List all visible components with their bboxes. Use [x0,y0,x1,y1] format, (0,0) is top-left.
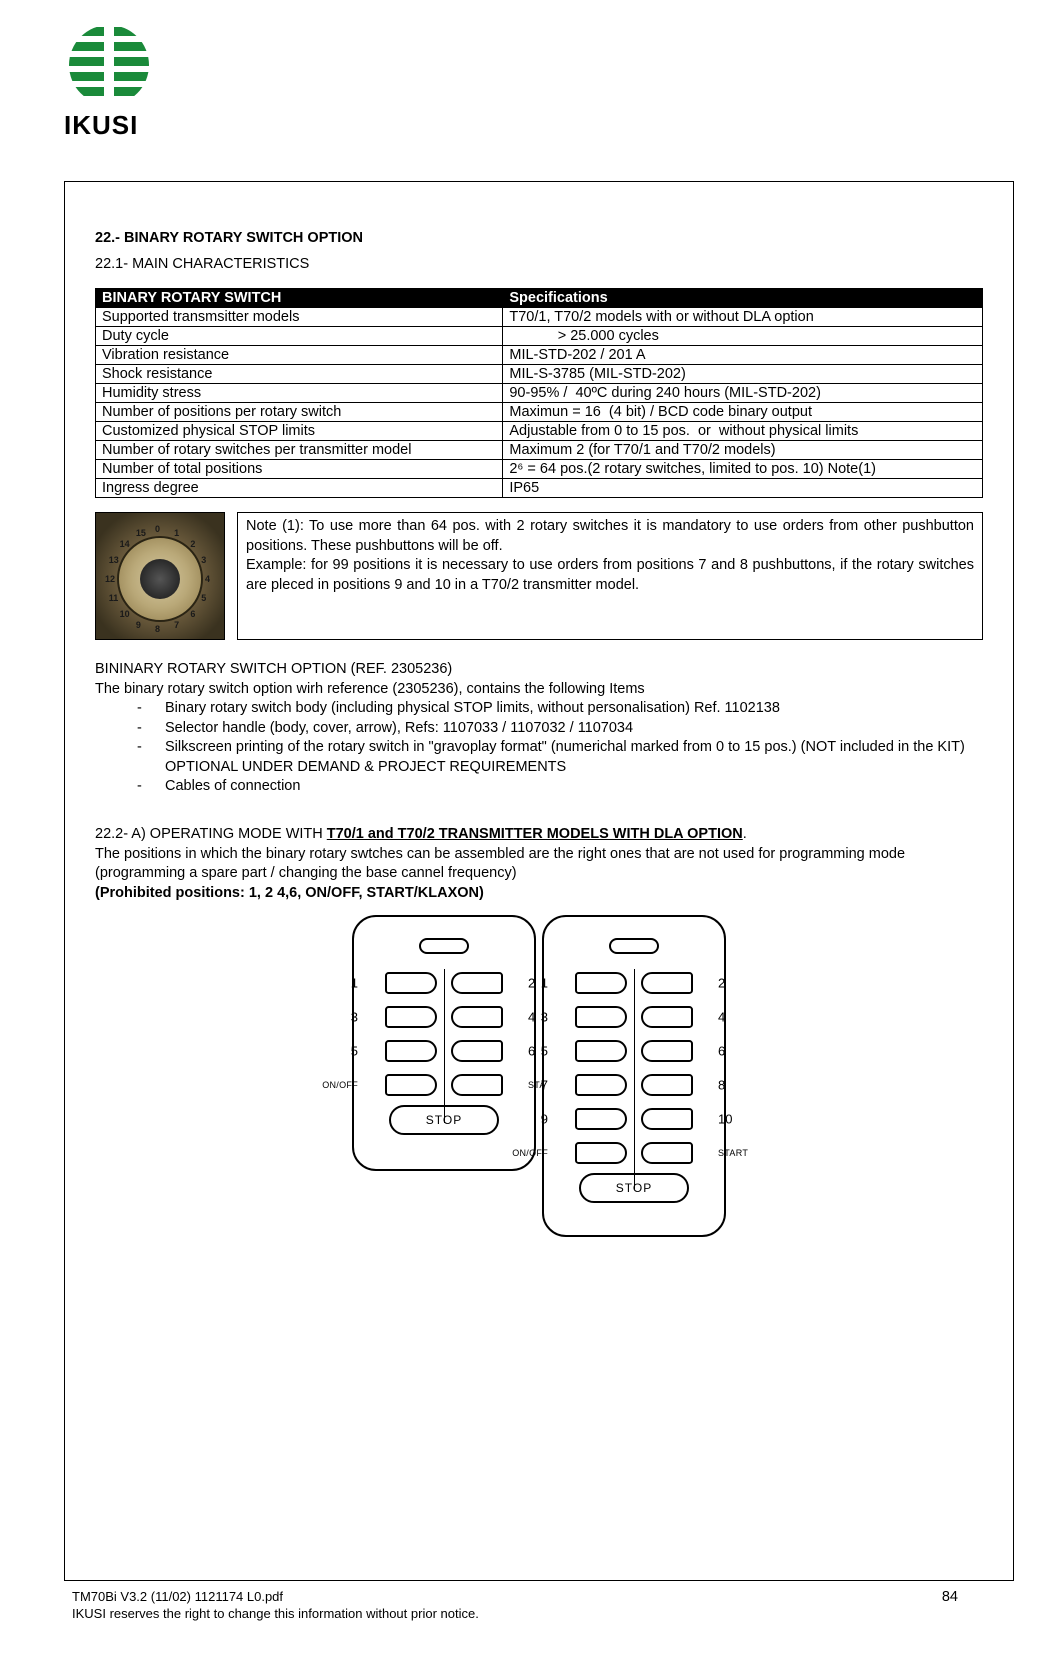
spec-cell-value: Maximum 2 (for T70/1 and T70/2 models) [503,441,983,460]
spec-row: Ingress degreeIP65 [96,479,983,498]
remote-button: START [447,1071,526,1099]
transmitter-diagrams: 123456ON/OFFSTART STOP 12345678910ON/OFF… [95,915,983,1237]
brand-logo-block: IKUSI [64,24,1014,141]
remote-button-label: 5 [520,1044,548,1059]
spec-row: Customized physical STOP limitsAdjustabl… [96,422,983,441]
spec-row: Number of positions per rotary switchMax… [96,403,983,422]
spec-row: Humidity stress90-95% / 40ºC during 240 … [96,384,983,403]
kit-item: Selector handle (body, cover, arrow), Re… [95,719,983,739]
remote-button-label: 3 [330,1010,358,1025]
kit-item: Cables of connection [95,777,983,797]
remote-button: 4 [637,1003,716,1031]
spec-cell-value: IP65 [503,479,983,498]
remote-button-label: 4 [718,1010,752,1025]
spec-cell-key: Customized physical STOP limits [96,422,503,441]
spec-row: Number of rotary switches per transmitte… [96,441,983,460]
spec-row: Supported transmsitter modelsT70/1, T70/… [96,308,983,327]
spec-cell-value: > 25.000 cycles [503,327,983,346]
brand-name: IKUSI [64,110,1014,141]
rotary-switch-photo: 0123456789101112131415 [95,512,225,640]
section-title: 22.- BINARY ROTARY SWITCH OPTION [95,230,983,246]
note-box: Note (1): To use more than 64 pos. with … [237,512,983,640]
remote-button-label: 1 [330,976,358,991]
opmode-prefix: 22.2- A) OPERATING MODE WITH [95,826,327,842]
remote-button: ON/OFF [552,1139,631,1167]
remote-button-label: 9 [520,1112,548,1127]
spec-cell-value: 90-95% / 40ºC during 240 hours (MIL-STD-… [503,384,983,403]
spec-cell-key: Humidity stress [96,384,503,403]
remote-button: 8 [637,1071,716,1099]
remote-button-label: START [718,1148,758,1158]
remote-button: 2 [637,969,716,997]
remote-button: 10 [637,1105,716,1133]
page-footer: TM70Bi V3.2 (11/02) 1121174 L0.pdf IKUSI… [64,1589,1014,1623]
remote-button-label: ON/OFF [506,1148,548,1158]
remote-button: 5 [362,1037,441,1065]
spec-cell-key: Shock resistance [96,365,503,384]
spec-header-right: Specifications [503,289,983,308]
spec-cell-key: Duty cycle [96,327,503,346]
spec-row: Number of total positions2⁶ = 64 pos.(2 … [96,460,983,479]
remote-button: 1 [362,969,441,997]
remote-button: ON/OFF [362,1071,441,1099]
remote-button: 6 [637,1037,716,1065]
remote-button: 6 [447,1037,526,1065]
brand-logo-icon [64,24,154,106]
spec-cell-value: MIL-STD-202 / 201 A [503,346,983,365]
content-frame: 22.- BINARY ROTARY SWITCH OPTION 22.1- M… [64,181,1014,1581]
remote-button-label: 7 [520,1078,548,1093]
kit-item: Binary rotary switch body (including phy… [95,699,983,719]
spec-cell-value: Maximun = 16 (4 bit) / BCD code binary o… [503,403,983,422]
remote-button: 4 [447,1003,526,1031]
spec-cell-value: MIL-S-3785 (MIL-STD-202) [503,365,983,384]
opmode-suffix: . [743,826,747,842]
remote-button-label: ON/OFF [316,1080,358,1090]
spec-cell-key: Supported transmsitter models [96,308,503,327]
section-sub1: 22.1- MAIN CHARACTERISTICS [95,256,983,272]
spec-cell-key: Vibration resistance [96,346,503,365]
kit-item: Silkscreen printing of the rotary switch… [95,738,983,777]
spec-row: Duty cycle > 25.000 cycles [96,327,983,346]
opmode-prohibited: (Prohibited positions: 1, 2 4,6, ON/OFF,… [95,885,484,901]
transmitter-t70-1: 123456ON/OFFSTART STOP [352,915,536,1171]
kit-intro: The binary rotary switch option wirh ref… [95,680,983,700]
remote-button-label: 8 [718,1078,752,1093]
remote-button-label: 5 [330,1044,358,1059]
opmode-link: T70/1 and T70/2 TRANSMITTER MODELS WITH … [327,826,743,842]
remote-button-label: 2 [718,976,752,991]
footer-line1: TM70Bi V3.2 (11/02) 1121174 L0.pdf [72,1589,479,1606]
spec-cell-value: Adjustable from 0 to 15 pos. or without … [503,422,983,441]
spec-row: Vibration resistanceMIL-STD-202 / 201 A [96,346,983,365]
remote-button-label: 1 [520,976,548,991]
kit-item-list: Binary rotary switch body (including phy… [95,699,983,797]
spec-header-left: BINARY ROTARY SWITCH [96,289,503,308]
remote-button: 7 [552,1071,631,1099]
remote-button-label: 10 [718,1112,752,1127]
opmode-body: The positions in which the binary rotary… [95,846,905,882]
remote-button: 5 [552,1037,631,1065]
page-number: 84 [942,1589,958,1605]
remote-button-label: 6 [718,1044,752,1059]
opmode-block: 22.2- A) OPERATING MODE WITH T70/1 and T… [95,825,983,903]
spec-cell-key: Number of total positions [96,460,503,479]
remote-button: 3 [552,1003,631,1031]
remote-button: 3 [362,1003,441,1031]
remote-button: 1 [552,969,631,997]
transmitter-t70-2: 12345678910ON/OFFSTART STOP [542,915,726,1237]
spec-cell-key: Number of rotary switches per transmitte… [96,441,503,460]
footer-line2: IKUSI reserves the right to change this … [72,1606,479,1623]
remote-button: START [637,1139,716,1167]
kit-heading: BININARY ROTARY SWITCH OPTION (REF. 2305… [95,660,983,680]
remote-button: 2 [447,969,526,997]
spec-row: Shock resistanceMIL-S-3785 (MIL-STD-202) [96,365,983,384]
spec-cell-value: T70/1, T70/2 models with or without DLA … [503,308,983,327]
spec-cell-key: Number of positions per rotary switch [96,403,503,422]
spec-cell-key: Ingress degree [96,479,503,498]
spec-cell-value: 2⁶ = 64 pos.(2 rotary switches, limited … [503,460,983,479]
remote-button-label: 3 [520,1010,548,1025]
remote-button: 9 [552,1105,631,1133]
spec-table: BINARY ROTARY SWITCH Specifications Supp… [95,288,983,498]
